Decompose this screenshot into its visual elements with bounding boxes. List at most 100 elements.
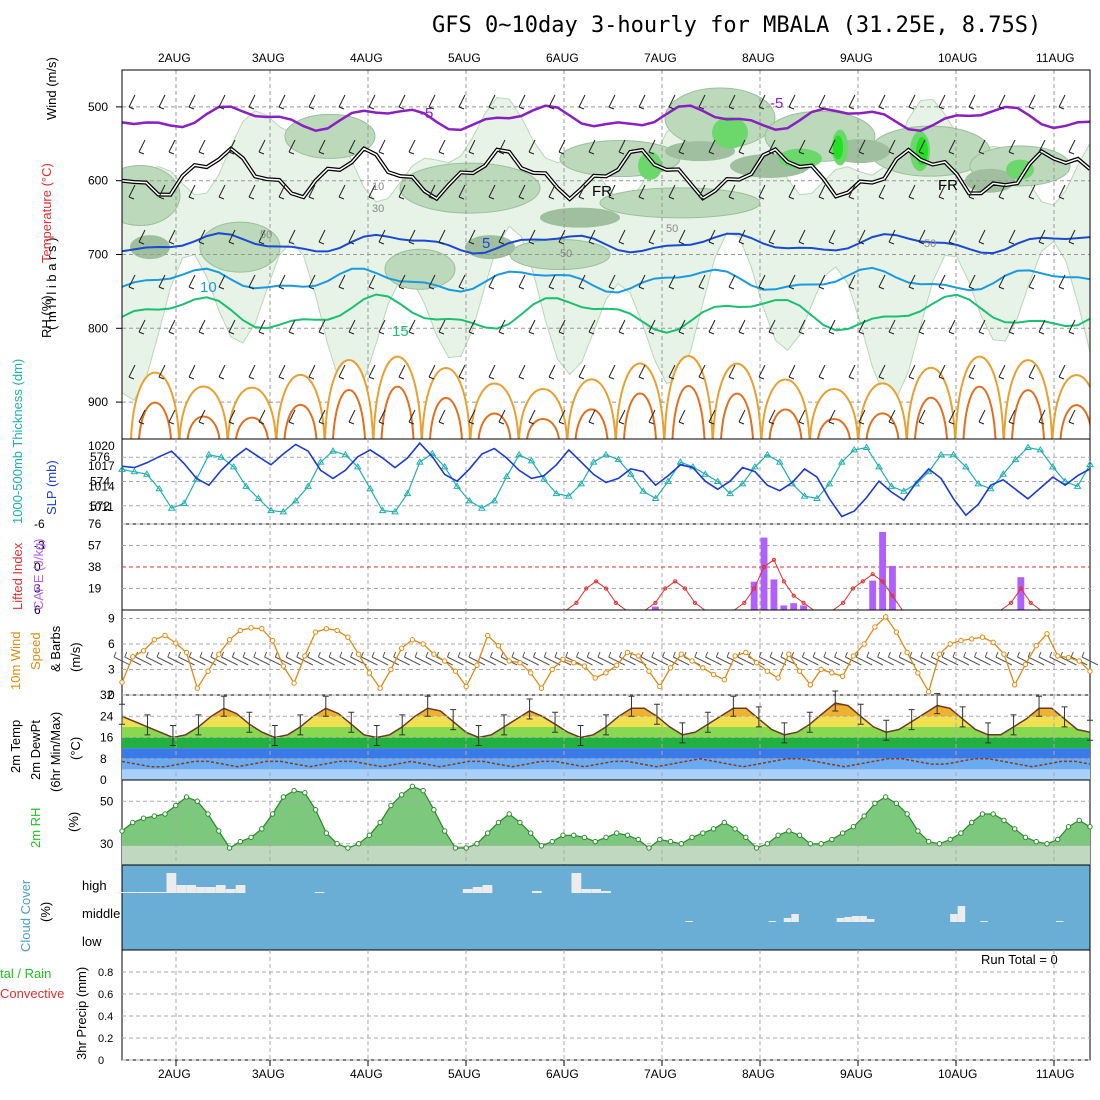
thickness-point xyxy=(353,462,362,470)
wind-barb xyxy=(113,651,131,666)
cloud-bar xyxy=(166,873,177,893)
wind-barb xyxy=(318,139,326,155)
rh2m-unit: (%) xyxy=(66,812,81,832)
wind-barb xyxy=(823,651,841,666)
lifted-index-point xyxy=(603,586,609,591)
wind-barb xyxy=(638,274,646,290)
wind-speed-point xyxy=(796,668,803,674)
wind-barb xyxy=(858,229,866,245)
thickness-point xyxy=(974,479,983,487)
wind-barb xyxy=(438,139,446,155)
wind-barb xyxy=(618,319,626,335)
wind-speed-point xyxy=(205,668,211,674)
wind-barb xyxy=(438,229,446,245)
upper-ytick-label: 900 xyxy=(88,395,108,409)
rh-point xyxy=(205,811,211,817)
wind-barb xyxy=(812,651,830,666)
cloud-bar xyxy=(950,914,958,922)
contour-label: 50 xyxy=(560,248,572,260)
wind-barb xyxy=(978,319,986,335)
thickness-point xyxy=(701,470,710,477)
temp2m-label-c: (6hr Min/Max) xyxy=(48,712,63,792)
wind-barb xyxy=(371,651,389,666)
wind-barb xyxy=(588,139,596,155)
thickness-point xyxy=(1011,455,1020,463)
wind-barb xyxy=(998,94,1006,110)
lifted-index-point xyxy=(692,600,697,605)
wind-barb xyxy=(458,94,466,110)
wind-barb xyxy=(458,274,466,290)
temp2m-panel: 0 8 16 24 32 xyxy=(100,688,1093,787)
wind-speed-point xyxy=(259,626,265,632)
rh-point xyxy=(614,830,620,836)
temp-band xyxy=(122,758,1090,770)
precip-tick-label: 0.8 xyxy=(98,967,113,979)
wind-barb xyxy=(1017,651,1034,666)
boundary-layer-lobe xyxy=(324,359,374,439)
wind-speed-point xyxy=(517,660,523,666)
wind-speed-point xyxy=(721,677,728,683)
cloud-unit: (%) xyxy=(38,902,53,922)
thickness-point xyxy=(763,450,772,458)
wind-barb xyxy=(458,364,466,380)
temp-minmax-bar xyxy=(1036,695,1043,717)
temp-minmax-bar xyxy=(985,722,992,744)
thickness-point xyxy=(875,462,883,470)
temp-tick-label: 16 xyxy=(100,731,114,745)
thickness-point xyxy=(329,447,337,454)
rh-point xyxy=(377,819,383,826)
wind-barb xyxy=(318,229,326,245)
cloud-bar xyxy=(851,916,860,922)
wind-barb xyxy=(1008,139,1016,155)
wind-barb xyxy=(158,364,166,380)
wind-speed-point xyxy=(495,643,502,649)
rh-point xyxy=(323,830,330,836)
wind-barb xyxy=(248,94,256,110)
temp-minmax-bar xyxy=(730,695,737,717)
cloud-bar xyxy=(186,885,197,893)
thickness-point xyxy=(453,482,461,489)
wind-speed-point xyxy=(409,637,416,643)
wind-barb xyxy=(648,229,656,245)
thickness-point xyxy=(540,475,548,482)
cloud-bar xyxy=(472,887,483,893)
wind-barb xyxy=(446,651,464,666)
rh-point xyxy=(603,834,609,841)
cloud-bar xyxy=(235,885,246,893)
temp-minmax-bar xyxy=(348,711,355,733)
thickness-point xyxy=(726,489,734,497)
wind-barb xyxy=(488,184,496,200)
temp-minmax-bar xyxy=(220,695,227,717)
wind-barb xyxy=(930,651,948,666)
temp2m-label-a: 2m Temp xyxy=(8,720,23,773)
isotherm-5 xyxy=(122,232,1090,255)
wind-barb xyxy=(188,651,206,666)
wind-speed-point xyxy=(753,660,760,666)
wind-barb xyxy=(708,319,716,335)
rh-point xyxy=(226,845,233,851)
wind-barb xyxy=(978,139,986,155)
wind-barb xyxy=(558,229,566,245)
wind-speed-point xyxy=(743,649,749,656)
rh-point xyxy=(130,819,136,826)
wind-speed-point xyxy=(1044,631,1050,637)
wind-barb xyxy=(968,364,976,380)
wind-barb xyxy=(588,319,596,335)
wind-barb xyxy=(278,94,286,110)
thickness-point xyxy=(813,494,821,501)
thickness-point xyxy=(229,462,238,470)
cloud-bar xyxy=(783,918,792,922)
wind-barb xyxy=(428,184,436,200)
wind-barb xyxy=(908,364,916,380)
wind-speed-point xyxy=(1012,682,1018,688)
wind-speed-point xyxy=(635,653,641,659)
cape-bar xyxy=(750,581,758,610)
wind-barb xyxy=(768,229,776,245)
wind-barb xyxy=(1081,651,1099,666)
wind-barb xyxy=(578,94,586,110)
wind-barb xyxy=(138,229,146,245)
wind-barb xyxy=(498,139,506,155)
wind-barb xyxy=(368,94,376,110)
rh-point xyxy=(904,811,910,817)
wind-barb xyxy=(228,229,236,245)
